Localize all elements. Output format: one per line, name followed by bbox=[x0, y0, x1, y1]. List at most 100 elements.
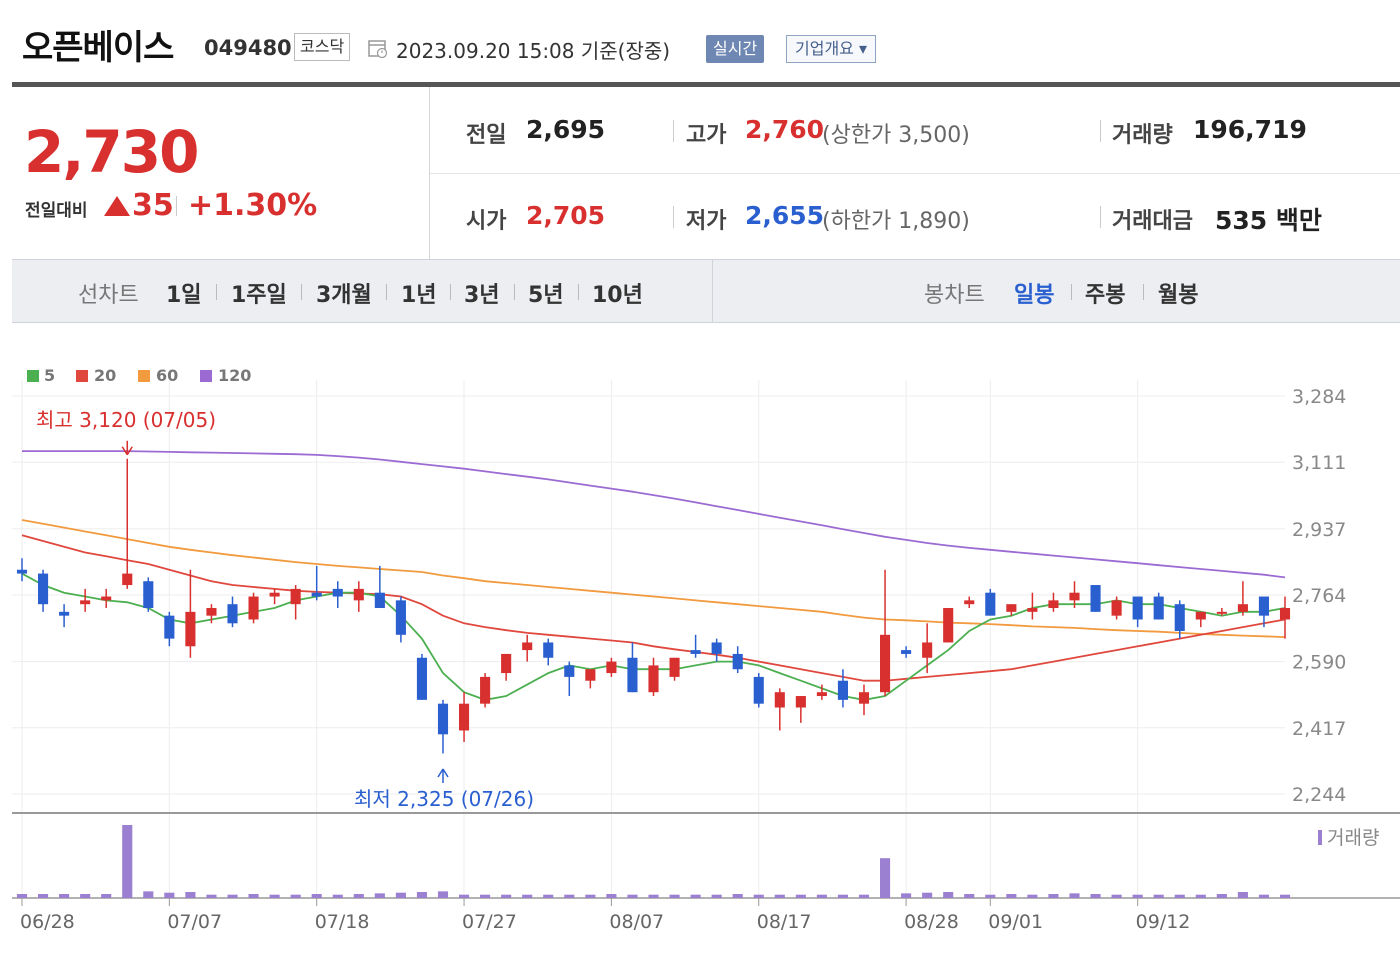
volume-bar bbox=[1279, 894, 1291, 898]
high-arrow-icon bbox=[121, 440, 133, 456]
candle-body bbox=[985, 592, 996, 616]
volume-bar bbox=[185, 892, 196, 898]
period-separator bbox=[1143, 284, 1144, 300]
period-5y[interactable]: 5년 bbox=[528, 283, 564, 308]
candle-body bbox=[80, 600, 91, 605]
candle-daily[interactable]: 일봉 bbox=[1014, 283, 1055, 308]
candle-body bbox=[816, 692, 827, 697]
low-arrow-icon bbox=[437, 768, 449, 784]
volume-bar bbox=[501, 894, 512, 898]
candle-body bbox=[437, 703, 449, 735]
volume-bar bbox=[80, 894, 91, 898]
volume-bar bbox=[122, 825, 133, 898]
volume-bar bbox=[1258, 894, 1270, 898]
candle-body bbox=[1258, 596, 1270, 616]
legend-ma20-swatch bbox=[76, 370, 88, 382]
candle-body bbox=[501, 653, 512, 674]
candle-body bbox=[627, 657, 638, 693]
period-1y[interactable]: 1년 bbox=[401, 283, 437, 308]
period-separator bbox=[1071, 284, 1072, 300]
volume-bar bbox=[311, 894, 322, 898]
legend-ma120-swatch bbox=[200, 370, 212, 382]
quote-datetime: 2023.09.20 15:08 기준(장중) bbox=[396, 39, 671, 63]
volume-bar bbox=[922, 892, 933, 898]
period-10y[interactable]: 10년 bbox=[592, 283, 643, 308]
calendar-icon bbox=[368, 40, 388, 58]
stat-separator bbox=[1100, 120, 1101, 142]
volume-bar bbox=[416, 892, 428, 898]
y-tick-label: 3,284 bbox=[1292, 386, 1346, 408]
candle-body bbox=[753, 676, 764, 704]
volume-bar bbox=[858, 894, 870, 898]
volume-bar bbox=[543, 894, 554, 898]
volume-bar bbox=[480, 894, 491, 898]
candle-body bbox=[901, 650, 912, 654]
volume-bar bbox=[774, 894, 785, 898]
market-badge: 코스닥 bbox=[294, 33, 351, 61]
period-separator bbox=[514, 284, 515, 300]
volume-bar bbox=[374, 893, 385, 898]
volume-bar bbox=[353, 894, 364, 898]
period-3m[interactable]: 3개월 bbox=[316, 283, 372, 308]
stat-separator bbox=[673, 206, 674, 228]
candle-body bbox=[774, 692, 785, 708]
candle-body bbox=[964, 600, 975, 605]
candle-chart-label: 봉차트 bbox=[924, 283, 985, 308]
volume-bar bbox=[248, 894, 259, 898]
candle-monthly[interactable]: 월봉 bbox=[1158, 283, 1199, 308]
stat-separator bbox=[673, 120, 674, 142]
volume-bar bbox=[290, 894, 301, 898]
candle-body bbox=[1132, 596, 1143, 620]
volume-bar bbox=[964, 894, 975, 898]
legend-ma20: 20 bbox=[94, 366, 117, 385]
volume-bar bbox=[943, 892, 954, 898]
stat-separator bbox=[1100, 206, 1101, 228]
realtime-button[interactable]: 실시간 bbox=[706, 35, 765, 63]
candle-body bbox=[543, 642, 554, 658]
candle-body bbox=[311, 592, 322, 597]
volume-bar bbox=[648, 894, 659, 898]
annotations: 최고 3,120 (07/05) 최저 2,325 (07/26) bbox=[36, 408, 534, 811]
low-label: 저가 bbox=[686, 209, 727, 234]
volume-bar bbox=[1027, 894, 1038, 898]
candle-body bbox=[879, 634, 891, 693]
volume-bar bbox=[627, 894, 638, 898]
change-separator bbox=[176, 196, 177, 216]
volume-bar bbox=[1132, 894, 1143, 898]
candle-body bbox=[480, 676, 491, 704]
period-3y[interactable]: 3년 bbox=[464, 283, 500, 308]
period-separator bbox=[578, 284, 579, 300]
ma-line-120 bbox=[22, 450, 1286, 579]
y-tick-label: 2,937 bbox=[1292, 519, 1346, 541]
header-divider bbox=[12, 82, 1400, 87]
candlestick-chart[interactable]: 3,284 3,111 2,937 2,764 2,590 2,417 2,244 최고 3… bbox=[0, 330, 1400, 950]
candle-body bbox=[59, 611, 70, 616]
x-tick-label: 07/27 bbox=[462, 911, 517, 933]
low-value: 2,655 bbox=[745, 201, 825, 230]
x-tick-label: 07/18 bbox=[315, 911, 370, 933]
high-label: 고가 bbox=[686, 123, 727, 148]
volume-value: 196,719 bbox=[1193, 115, 1307, 144]
period-1d[interactable]: 1일 bbox=[166, 283, 202, 308]
volume-bar bbox=[437, 891, 449, 898]
change-value: 35 bbox=[132, 188, 174, 223]
company-overview-button[interactable]: 기업개요 ▾ bbox=[786, 35, 876, 63]
candle-weekly[interactable]: 주봉 bbox=[1085, 283, 1126, 308]
x-tick-label: 07/07 bbox=[167, 911, 222, 933]
current-price: 2,730 bbox=[24, 118, 199, 186]
candle-body bbox=[1216, 611, 1227, 614]
prev-close-value: 2,695 bbox=[526, 115, 606, 144]
candle-body bbox=[585, 669, 596, 681]
candle-body bbox=[1048, 600, 1059, 609]
legend-ma60: 60 bbox=[156, 366, 179, 385]
candle-body bbox=[353, 588, 364, 601]
candle-body bbox=[1111, 600, 1122, 616]
candle-body bbox=[164, 615, 175, 639]
ma-line-60 bbox=[21, 519, 1286, 638]
high-value: 2,760 bbox=[745, 115, 825, 144]
period-1w[interactable]: 1주일 bbox=[231, 283, 287, 308]
volume-bar bbox=[816, 894, 827, 898]
period-separator bbox=[450, 284, 451, 300]
candle-body bbox=[690, 650, 701, 654]
x-axis: 06/28 07/07 07/18 07/27 08/07 08/17 08/28 09/01… bbox=[20, 898, 1190, 933]
